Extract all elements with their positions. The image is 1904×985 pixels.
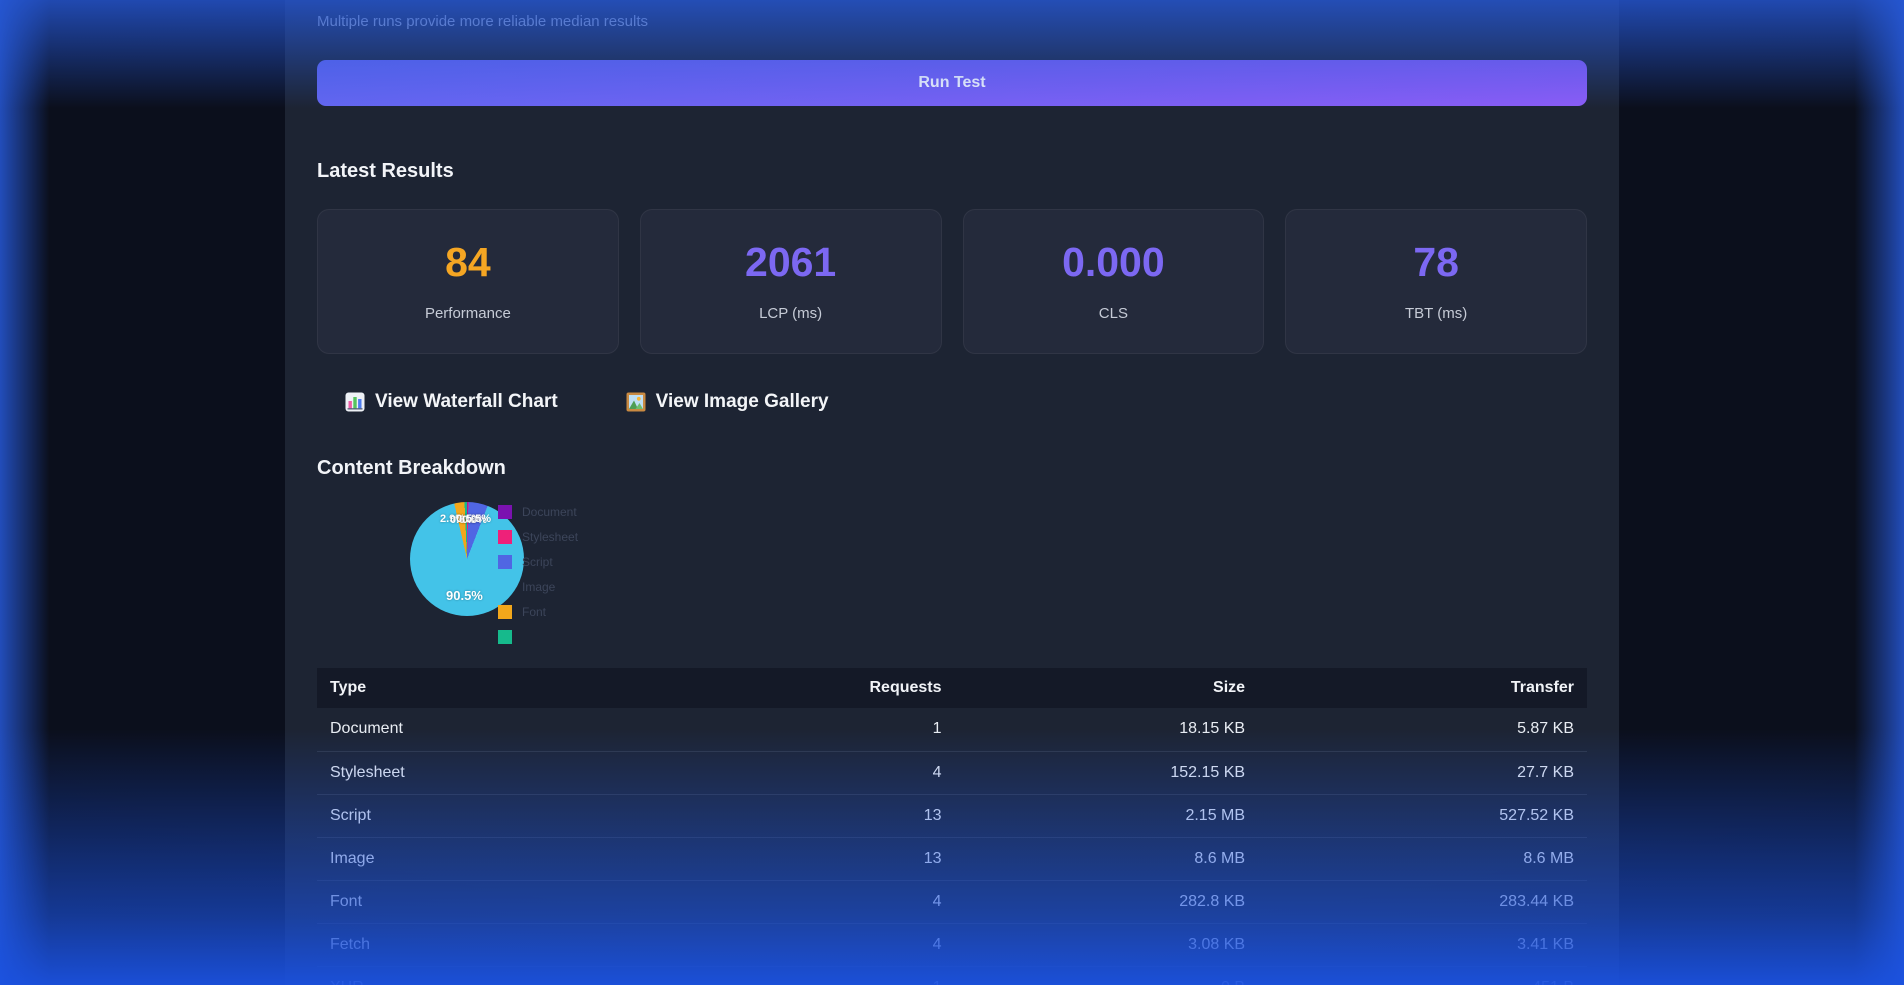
table-cell: Script — [317, 793, 794, 837]
pie-slice-percent-label: 90.5% — [446, 588, 483, 603]
table-cell: 13 — [793, 836, 955, 880]
legend-label: Document — [522, 505, 577, 519]
legend-swatch — [498, 630, 512, 644]
table-row: Document 1 18.15 KB 5.87 KB — [317, 708, 1587, 751]
pie-slice-percent-label: 5.5% — [466, 513, 492, 525]
pie-legend: Document Stylesheet Script Image Font — [498, 505, 578, 655]
table-cell: 5.87 KB — [1517, 720, 1574, 738]
content-breakdown-chart: Document Stylesheet Script Image Font 2.9% 0.… — [410, 496, 700, 644]
table-cell: 3.41 KB — [1258, 922, 1587, 966]
performance-score-label: Performance — [424, 304, 511, 322]
latest-results-heading: Latest Results — [317, 160, 454, 182]
view-image-gallery-link[interactable]: View Image Gallery — [626, 391, 829, 413]
content-breakdown-table: Type Requests Size Transfer Document 1 18.… — [317, 668, 1587, 985]
lcp-label: LCP (ms) — [759, 304, 823, 322]
legend-swatch — [498, 530, 512, 544]
table-row: XHR10 B451 B — [317, 965, 1587, 985]
table-cell: 527.52 KB — [1258, 793, 1587, 837]
legend-label: Image — [522, 580, 556, 594]
view-image-gallery-label: View Image Gallery — [655, 391, 829, 412]
legend-swatch — [498, 555, 512, 569]
legend-item-font[interactable]: Font — [498, 605, 578, 619]
table-row: Image 13 8.6 MB 8.6 MB — [317, 836, 1587, 880]
table-cell: Font — [317, 879, 794, 923]
lcp-value: 2061 — [745, 238, 837, 285]
cls-value: 0.000 — [1062, 238, 1165, 285]
table-cell: 451 B — [1258, 965, 1587, 985]
table-cell: 2.15 MB — [954, 793, 1259, 837]
table-cell: 8.6 MB — [954, 836, 1259, 880]
app-content-panel: Multiple runs provide more reliable medi… — [285, 0, 1619, 985]
table-row: Font 4 282.8 KB 283.44 KB — [317, 879, 1587, 923]
table-cell: 3.08 KB — [954, 922, 1259, 966]
table-header-row: Type Requests Size Transfer — [317, 668, 1587, 708]
table-row: Script 13 2.15 MB 527.52 KB — [317, 793, 1587, 837]
table-cell: XHR — [317, 965, 794, 985]
table-cell: 4 — [793, 750, 955, 794]
table-cell: 0 B — [954, 965, 1259, 985]
table-cell: Image — [317, 836, 794, 880]
table-cell: 1 — [932, 720, 942, 738]
column-header-transfer: Transfer — [1258, 668, 1587, 708]
table-row: Stylesheet 4 152.15 KB 27.7 KB — [317, 750, 1587, 794]
legend-item-script[interactable]: Script — [498, 555, 578, 569]
legend-swatch — [498, 505, 512, 519]
legend-label: Font — [522, 605, 547, 619]
legend-label: Stylesheet — [522, 530, 579, 544]
table-cell: 283.44 KB — [1258, 879, 1587, 923]
legend-item-stylesheet[interactable]: Stylesheet — [498, 530, 578, 544]
table-row: Fetch 4 3.08 KB 3.41 KB — [317, 922, 1587, 966]
table-cell: 152.15 KB — [954, 750, 1259, 794]
content-breakdown-heading: Content Breakdown — [317, 457, 506, 479]
legend-label: Script — [522, 555, 553, 569]
results-links-row: View Waterfall Chart View Image Gallery — [345, 391, 1587, 413]
table-cell: 4 — [793, 879, 955, 923]
legend-swatch — [498, 605, 512, 619]
table-cell: Stylesheet — [317, 750, 794, 794]
table-cell: 13 — [793, 793, 955, 837]
legend-item-document[interactable]: Document — [498, 505, 578, 519]
table-cell: 1 — [793, 965, 955, 985]
table-cell: Fetch — [317, 922, 794, 966]
tbt-value: 78 — [1413, 238, 1459, 285]
column-header-size: Size — [954, 668, 1259, 708]
table-cell: 27.7 KB — [1258, 750, 1587, 794]
tbt-label: TBT (ms) — [1405, 304, 1468, 322]
metric-card-performance: 84 Performance — [317, 209, 619, 354]
column-header-type: Type — [317, 668, 794, 708]
run-test-button[interactable]: Run Test — [317, 60, 1587, 106]
table-cell: 18.15 KB — [1179, 720, 1246, 738]
view-waterfall-chart-link[interactable]: View Waterfall Chart — [345, 391, 558, 413]
table-cell: 4 — [793, 922, 955, 966]
view-waterfall-chart-label: View Waterfall Chart — [375, 391, 558, 412]
legend-item-5[interactable] — [498, 630, 578, 644]
framed-picture-icon — [626, 392, 646, 412]
table-cell: 8.6 MB — [1258, 836, 1587, 880]
performance-score-value: 84 — [445, 238, 491, 285]
run-test-hint-text: Multiple runs provide more reliable medi… — [317, 13, 648, 30]
metric-card-lcp: 2061 LCP (ms) — [639, 209, 942, 354]
metric-card-cls: 0.000 CLS — [962, 209, 1265, 354]
bar-chart-icon — [345, 392, 365, 412]
column-header-requests: Requests — [793, 668, 955, 708]
metric-card-tbt: 78 TBT (ms) — [1285, 209, 1587, 354]
cls-label: CLS — [1098, 304, 1128, 322]
table-cell: Document — [330, 720, 403, 738]
legend-item-image[interactable]: Image — [498, 580, 578, 594]
metric-cards-row: 84 Performance 2061 LCP (ms) 0.000 CLS 7… — [317, 209, 1587, 354]
table-cell: 282.8 KB — [954, 879, 1259, 923]
legend-swatch — [498, 580, 512, 594]
